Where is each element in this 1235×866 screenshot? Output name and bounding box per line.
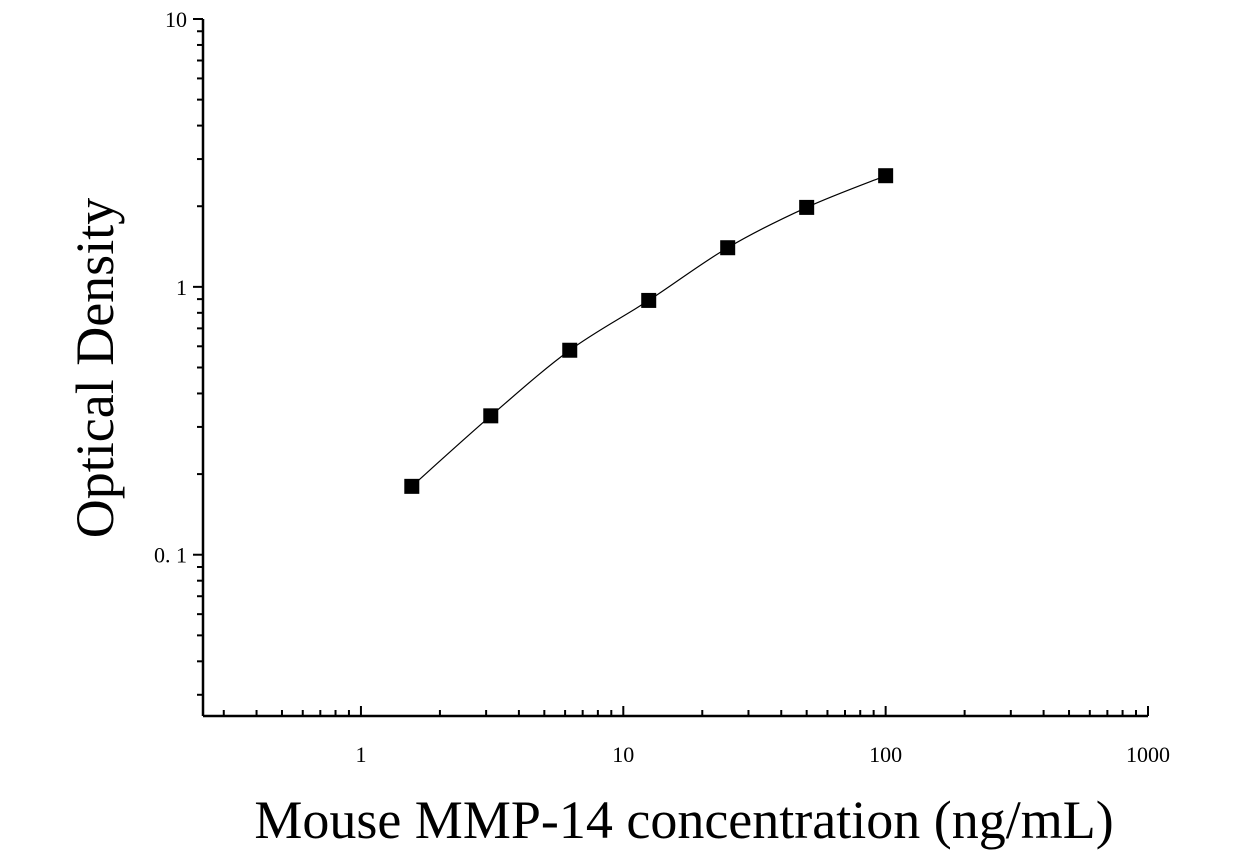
- x-tick-label: 10: [612, 742, 634, 767]
- y-axis-title: Optical Density: [65, 198, 125, 538]
- fit-curve-layer: [411, 175, 886, 487]
- data-points: [404, 168, 894, 494]
- data-point: [641, 292, 657, 308]
- x-axis-title: Mouse MMP-14 concentration (ng/mL): [254, 790, 1113, 850]
- data-point: [483, 408, 499, 424]
- x-tick-label: 100: [869, 742, 902, 767]
- y-tick-label: 10: [165, 7, 187, 32]
- x-tick-label: 1: [355, 742, 366, 767]
- data-point: [404, 478, 420, 494]
- data-point: [878, 168, 894, 184]
- x-tick-label: 1000: [1126, 742, 1170, 767]
- data-point: [720, 240, 736, 256]
- ticks: 1 10 100 1000 0. 1 1 10: [154, 7, 1170, 767]
- data-point: [562, 342, 578, 358]
- fit-curve: [411, 175, 886, 487]
- axes: [201, 19, 1148, 718]
- data-point: [799, 199, 815, 215]
- y-tick-label: 0. 1: [154, 543, 187, 568]
- y-tick-label: 1: [176, 275, 187, 300]
